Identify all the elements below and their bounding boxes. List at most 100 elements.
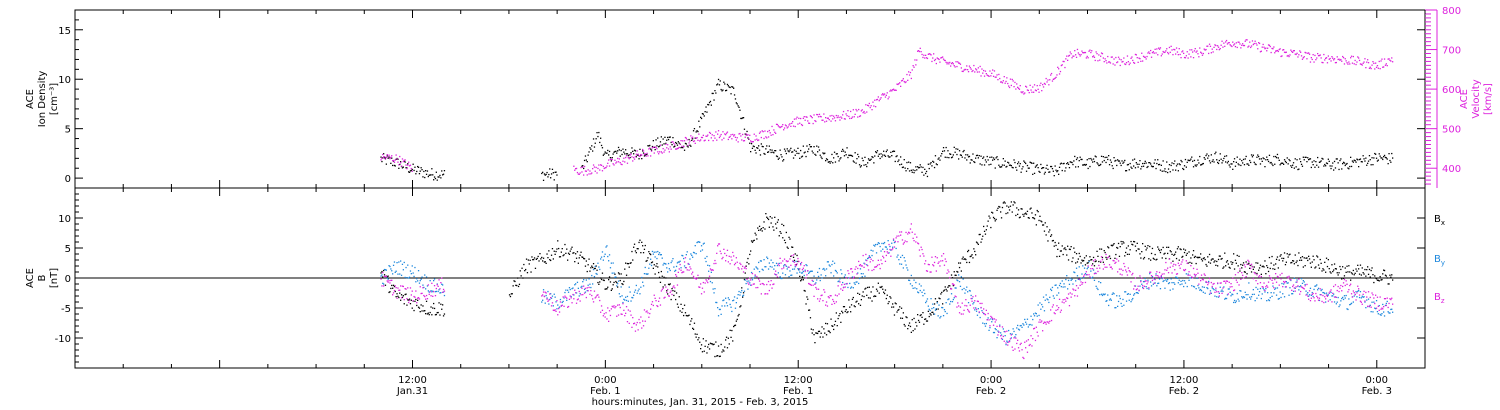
by-point — [1292, 293, 1294, 295]
bx-point — [637, 248, 639, 250]
velocity-point — [816, 113, 818, 116]
by-point — [685, 254, 687, 256]
bx-point — [651, 261, 654, 263]
velocity-point — [706, 135, 708, 137]
velocity-point — [1133, 62, 1136, 64]
by-point — [1246, 298, 1248, 300]
by-point — [1050, 288, 1052, 290]
by-point — [1053, 297, 1055, 299]
bz-point — [1058, 307, 1060, 309]
bx-point — [1272, 268, 1274, 270]
by-point — [1280, 296, 1282, 299]
bx-point — [1216, 260, 1218, 263]
bz-point — [1094, 258, 1096, 261]
by-point — [1386, 300, 1388, 303]
bz-point — [1047, 321, 1049, 323]
velocity-point — [600, 164, 602, 166]
bz-point — [432, 295, 434, 297]
velocity-point — [1219, 48, 1221, 50]
bx-point — [800, 280, 802, 282]
ion-density-point — [947, 150, 949, 152]
bz-point — [555, 310, 557, 312]
by-point — [1275, 294, 1278, 296]
by-point — [412, 272, 414, 274]
velocity-point — [993, 70, 996, 72]
by-point — [382, 282, 384, 284]
ion-density-point — [1243, 164, 1246, 166]
by-point — [849, 282, 851, 285]
velocity-point — [1031, 91, 1033, 93]
ion-density-point — [1125, 170, 1127, 172]
ion-density-point — [1283, 159, 1286, 161]
velocity-point — [1008, 86, 1011, 89]
velocity-point — [1343, 63, 1346, 65]
bx-point — [1275, 258, 1278, 260]
ion-density-point — [714, 90, 716, 92]
bx-point — [838, 315, 840, 317]
ion-density-point — [867, 158, 870, 160]
velocity-point — [405, 164, 407, 166]
bz-point — [998, 331, 1000, 333]
bz-point — [403, 299, 405, 301]
bx-point — [874, 295, 876, 297]
ion-density-point — [706, 111, 708, 113]
by-point — [1125, 291, 1127, 293]
bz-point — [1046, 321, 1048, 323]
bx-point — [402, 295, 404, 297]
by-point — [439, 292, 441, 294]
bx-point — [523, 263, 525, 266]
bz-point — [834, 294, 837, 296]
bz-point — [774, 273, 776, 275]
velocity-point — [1036, 85, 1038, 87]
velocity-point — [1358, 57, 1360, 59]
bx-point — [935, 308, 937, 311]
ion-density-point — [1272, 164, 1274, 167]
bz-point — [709, 268, 712, 270]
ion-density-point — [972, 153, 974, 155]
bz-point — [400, 285, 402, 287]
bz-point — [903, 242, 905, 244]
bz-point — [807, 270, 809, 272]
velocity-point — [845, 113, 847, 115]
bz-point — [1005, 342, 1007, 344]
bz-point — [923, 255, 925, 257]
bz-point — [829, 295, 831, 297]
ion-density-point — [1336, 158, 1338, 160]
velocity-point — [1099, 59, 1101, 61]
ion-density-point — [1283, 163, 1285, 165]
ion-density-point — [851, 155, 854, 157]
ion-density-point — [1177, 170, 1179, 172]
by-point — [424, 274, 426, 276]
ion-density-point — [425, 173, 428, 175]
bx-point — [551, 248, 554, 250]
bz-point — [946, 272, 948, 274]
ion-density-point — [608, 154, 610, 156]
ion-density-point — [597, 135, 599, 138]
bx-point — [617, 272, 620, 274]
bz-point — [967, 310, 970, 312]
by-point — [1359, 291, 1362, 293]
bx-point — [1238, 255, 1240, 257]
velocity-point — [380, 159, 382, 161]
bz-point — [596, 294, 598, 296]
ion-density-point — [1144, 160, 1146, 162]
ion-density-point — [1256, 156, 1258, 158]
velocity-point — [918, 50, 921, 53]
velocity-point — [944, 59, 946, 62]
by-point — [1124, 291, 1126, 293]
by-point — [750, 284, 752, 286]
bz-point — [1079, 284, 1081, 286]
top-left-axis-label-line3: [cm⁻³] — [49, 83, 60, 115]
bz-point — [567, 305, 570, 308]
by-point — [544, 302, 546, 304]
velocity-point — [626, 162, 629, 164]
bx-point — [417, 299, 419, 301]
bx-point — [680, 303, 682, 305]
ion-density-point — [1132, 159, 1134, 161]
velocity-point — [1370, 67, 1372, 70]
bx-point — [691, 318, 693, 320]
by-point — [713, 292, 715, 294]
bx-point — [1233, 253, 1235, 255]
by-point — [1334, 296, 1337, 298]
ion-density-point — [1205, 154, 1207, 157]
